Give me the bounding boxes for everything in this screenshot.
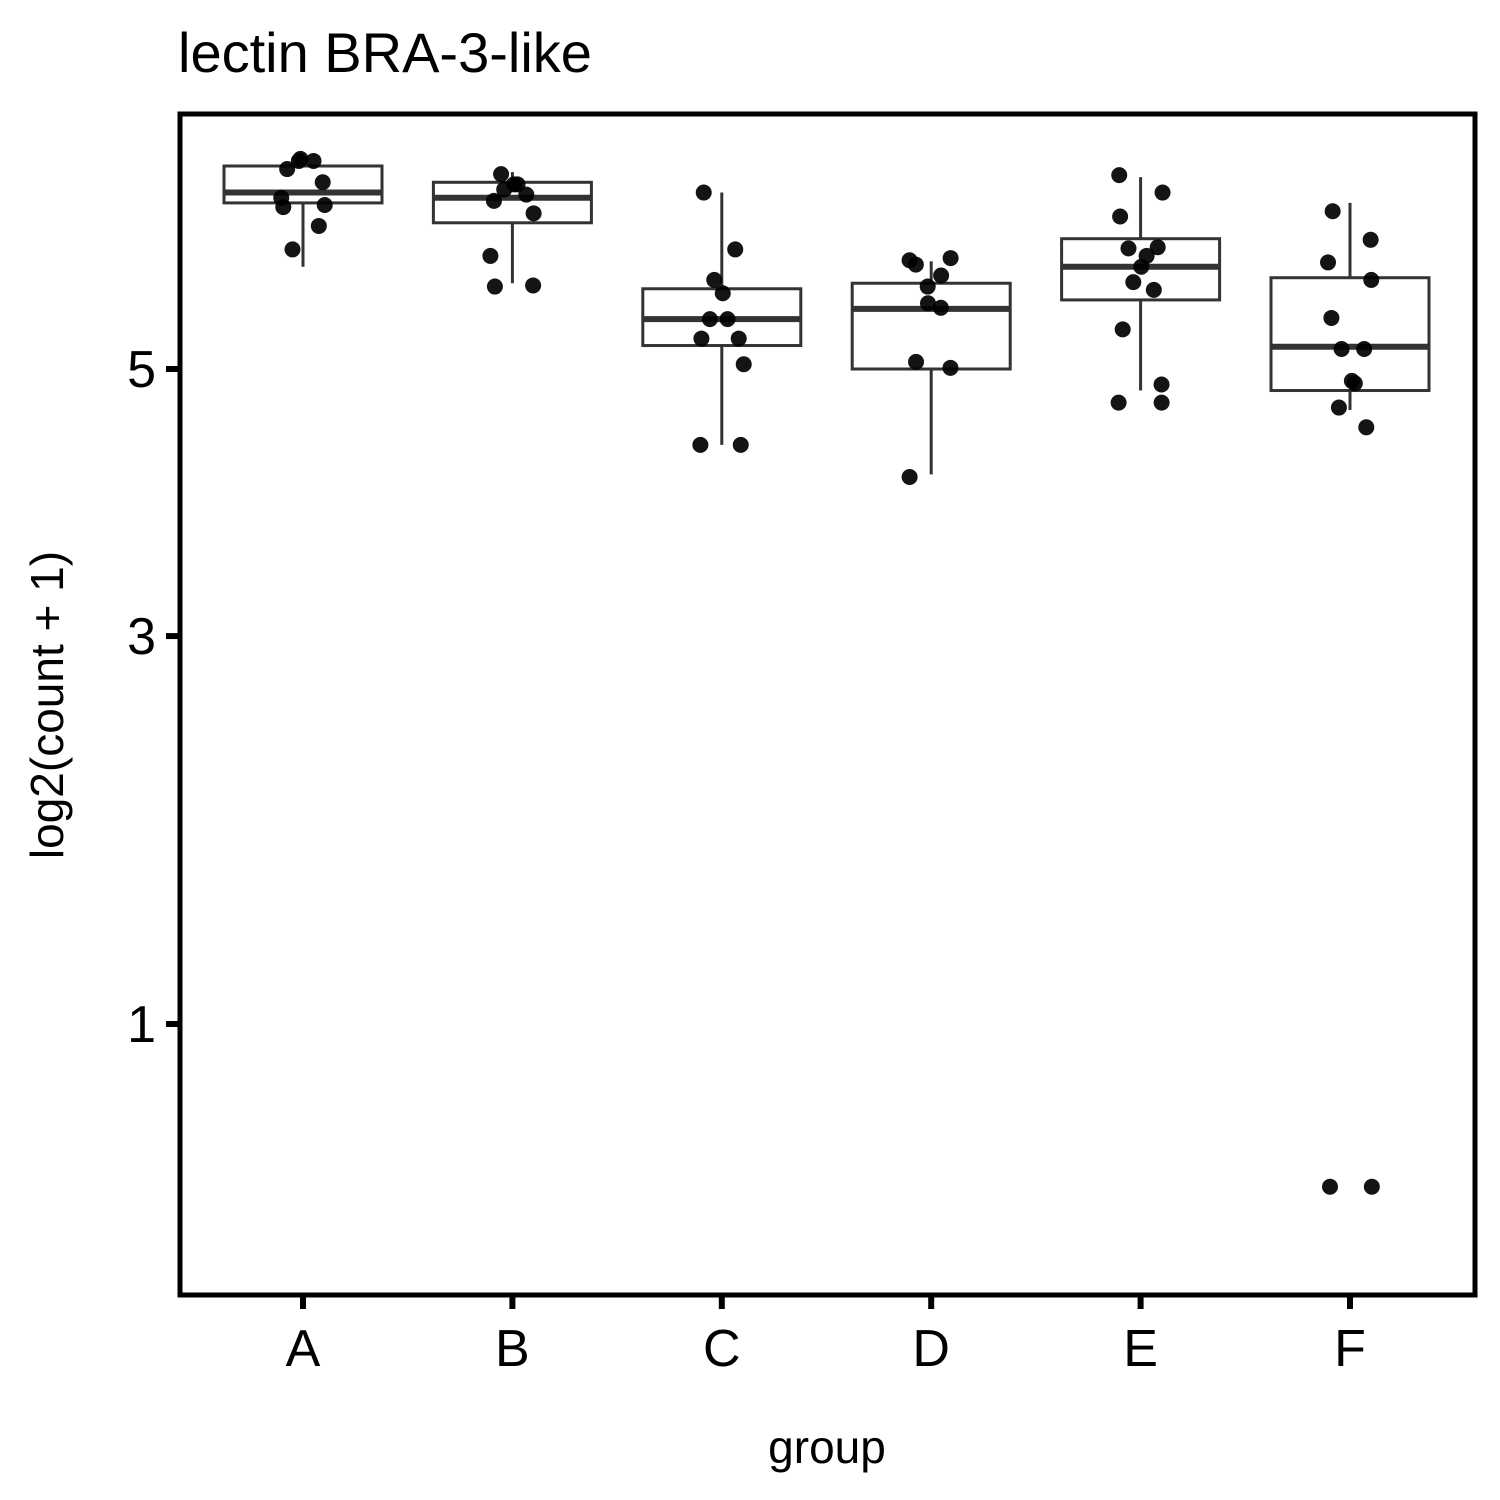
data-point bbox=[735, 356, 752, 373]
data-point bbox=[1149, 239, 1166, 256]
data-point bbox=[493, 166, 510, 183]
data-point bbox=[1111, 167, 1128, 184]
x-tick-label: F bbox=[1334, 1320, 1366, 1378]
point-layer bbox=[273, 150, 1380, 1195]
data-point bbox=[496, 181, 513, 198]
data-point bbox=[693, 330, 710, 347]
y-tick-label: 1 bbox=[127, 996, 156, 1054]
data-point bbox=[701, 311, 718, 328]
data-point bbox=[1110, 394, 1127, 411]
data-point bbox=[525, 205, 542, 222]
data-point bbox=[719, 311, 736, 328]
x-tick-label: B bbox=[495, 1320, 530, 1378]
box-a bbox=[222, 159, 384, 267]
data-point bbox=[1321, 1178, 1338, 1195]
data-point bbox=[1363, 271, 1380, 288]
data-point bbox=[907, 256, 924, 273]
y-tick-label: 3 bbox=[127, 608, 156, 666]
data-point bbox=[525, 277, 542, 294]
data-point bbox=[932, 299, 949, 316]
y-tick-label: 5 bbox=[127, 341, 156, 399]
data-point bbox=[1323, 309, 1340, 326]
data-point bbox=[314, 174, 331, 191]
x-axis-title: group bbox=[768, 1421, 886, 1473]
data-point bbox=[730, 330, 747, 347]
data-point bbox=[933, 267, 950, 284]
data-point bbox=[1358, 419, 1375, 436]
data-point bbox=[518, 186, 535, 203]
data-point bbox=[486, 278, 503, 295]
data-point bbox=[714, 285, 731, 302]
data-point bbox=[901, 469, 918, 486]
x-axis: A B C D E F bbox=[286, 1295, 1366, 1378]
box-layer bbox=[222, 159, 1431, 475]
data-point bbox=[1346, 375, 1363, 392]
data-point bbox=[919, 278, 936, 295]
data-point bbox=[279, 161, 296, 178]
data-point bbox=[316, 196, 333, 213]
y-axis-title: log2(count + 1) bbox=[21, 551, 73, 859]
data-point bbox=[1112, 208, 1129, 225]
data-point bbox=[1363, 1178, 1380, 1195]
data-point bbox=[485, 192, 502, 209]
x-tick-label: A bbox=[286, 1320, 321, 1378]
data-point bbox=[1333, 341, 1350, 358]
data-point bbox=[1145, 281, 1162, 298]
data-point bbox=[1153, 376, 1170, 393]
data-point bbox=[692, 436, 709, 453]
y-axis: 1 3 5 bbox=[127, 341, 180, 1054]
data-point bbox=[1330, 399, 1347, 416]
data-point bbox=[942, 250, 959, 267]
data-point bbox=[1114, 321, 1131, 338]
data-point bbox=[908, 353, 925, 370]
data-point bbox=[305, 152, 322, 169]
data-point bbox=[1154, 184, 1171, 201]
box-body bbox=[1269, 276, 1431, 393]
data-point bbox=[706, 271, 723, 288]
data-point bbox=[1133, 258, 1150, 275]
data-point bbox=[284, 241, 301, 258]
data-point bbox=[1320, 254, 1337, 271]
data-point bbox=[942, 359, 959, 376]
data-point bbox=[919, 295, 936, 312]
data-point bbox=[1120, 240, 1137, 257]
data-point bbox=[482, 247, 499, 264]
box-body bbox=[222, 164, 384, 205]
data-point bbox=[1153, 394, 1170, 411]
data-point bbox=[1356, 341, 1373, 358]
plot-panel-border bbox=[177, 111, 1478, 1298]
x-tick-label: E bbox=[1123, 1320, 1158, 1378]
data-point bbox=[732, 436, 749, 453]
data-point bbox=[275, 199, 292, 216]
data-point bbox=[1125, 274, 1142, 291]
chart-title: lectin BRA-3-like bbox=[178, 21, 592, 84]
box-f bbox=[1269, 202, 1431, 410]
data-point bbox=[727, 241, 744, 258]
data-point bbox=[1362, 231, 1379, 248]
x-tick-label: D bbox=[912, 1320, 950, 1378]
data-point bbox=[695, 184, 712, 201]
data-point bbox=[1324, 203, 1341, 220]
data-point bbox=[310, 217, 327, 234]
x-tick-label: C bbox=[703, 1320, 741, 1378]
data-point bbox=[290, 152, 307, 169]
